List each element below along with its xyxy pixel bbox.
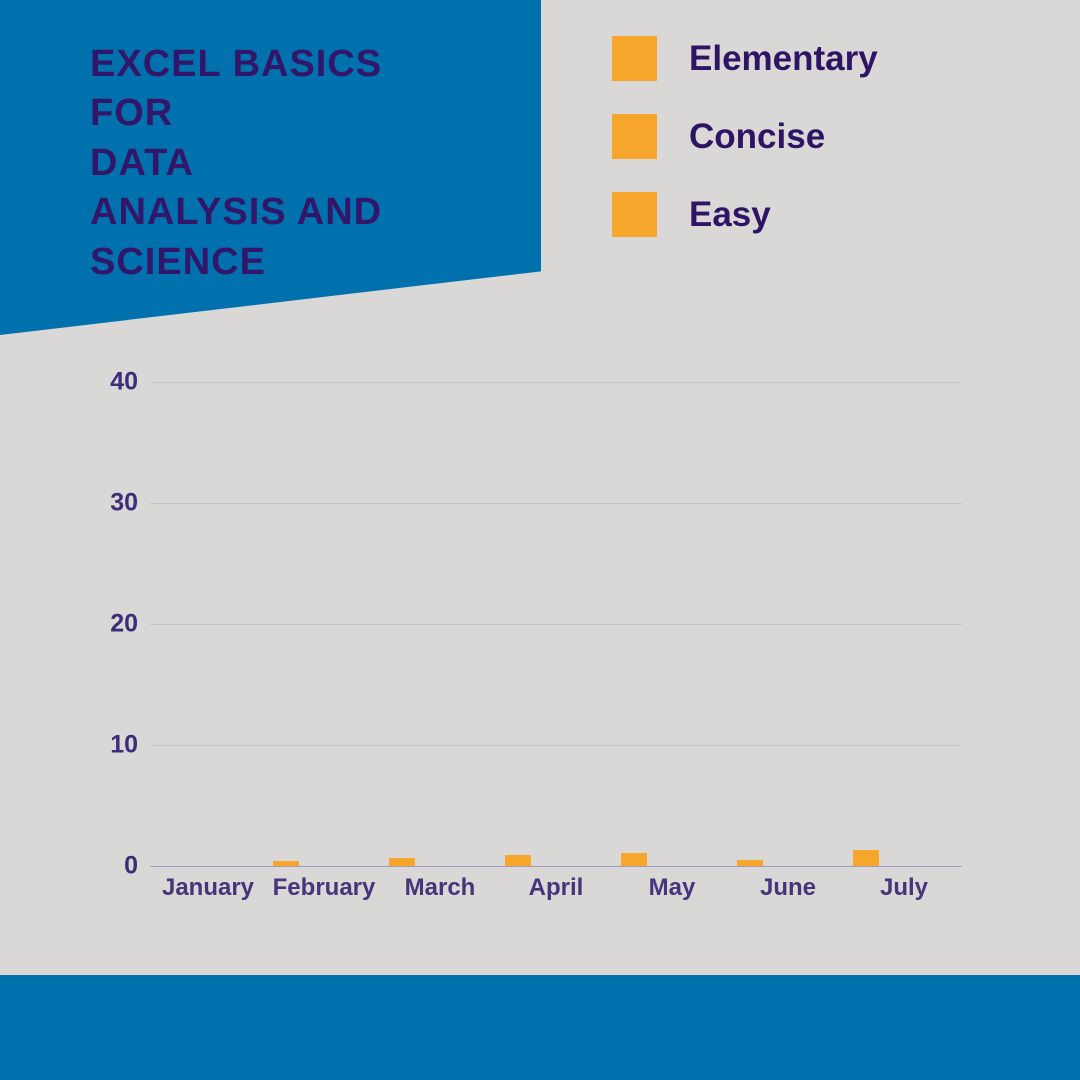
y-tick-label-10: 10 <box>110 730 138 759</box>
header-banner: EXCEL BASICS FOR DATA ANALYSIS AND SCIEN… <box>0 0 541 335</box>
x-tick-label-july: July <box>879 874 929 901</box>
y-tick-label-0: 0 <box>124 851 138 880</box>
gridline-30 <box>150 503 962 504</box>
legend-label: Elementary <box>689 38 878 78</box>
title-line: FOR <box>90 92 174 135</box>
chart-legend: Elementary Concise Easy <box>612 36 878 237</box>
x-tick-label-april: April <box>528 874 584 901</box>
gridline-10 <box>150 745 962 746</box>
gridline-20 <box>150 624 962 625</box>
title-line: EXCEL BASICS <box>90 43 383 85</box>
bar-march <box>389 857 415 866</box>
gridline-40 <box>150 382 962 383</box>
title-line: SCIENCE <box>90 240 266 283</box>
legend-item-concise: Concise <box>612 114 878 159</box>
bar-july <box>853 850 879 866</box>
x-tick-label-june: June <box>759 874 817 901</box>
footer-band <box>0 975 1080 1080</box>
y-tick-label-20: 20 <box>110 609 138 638</box>
x-tick-label-february: February <box>272 874 376 901</box>
legend-label: Easy <box>689 194 771 234</box>
legend-swatch-icon <box>612 114 657 159</box>
bar-april <box>505 855 531 866</box>
bar-may <box>621 852 647 866</box>
gridline-0 <box>150 866 962 867</box>
x-tick-label-march: March <box>404 874 476 901</box>
legend-item-easy: Easy <box>612 192 878 237</box>
bar-chart: 0 10 20 30 40 January February March April May Jun… <box>110 368 962 901</box>
poster-title: EXCEL BASICS FOR DATA ANALYSIS AND SCIEN… <box>90 40 530 287</box>
legend-swatch-icon <box>612 36 657 81</box>
legend-swatch-icon <box>612 192 657 237</box>
title-line: ANALYSIS AND <box>90 191 383 234</box>
x-tick-label-january: January <box>161 874 255 901</box>
legend-item-elementary: Elementary <box>612 36 878 81</box>
y-tick-label-40: 40 <box>110 367 138 396</box>
y-tick-label-30: 30 <box>110 488 138 517</box>
bar-june <box>737 859 763 866</box>
bar-february <box>273 861 299 866</box>
x-tick-label-may: May <box>648 874 696 901</box>
title-line: DATA <box>90 141 194 184</box>
legend-label: Concise <box>689 116 826 156</box>
